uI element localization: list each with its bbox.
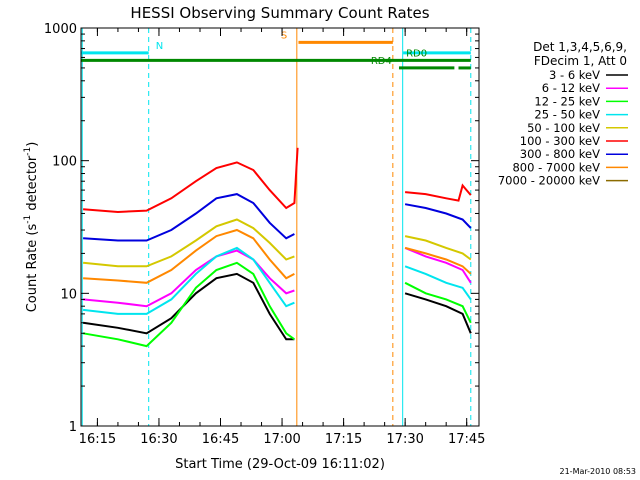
series-6-line-0 <box>83 193 295 242</box>
legend-label-8: 7000 - 20000 keV <box>498 174 600 188</box>
legend-label-5: 100 - 300 keV <box>520 134 600 148</box>
legend-label-7: 800 - 7000 keV <box>512 160 600 174</box>
x-axis-label: Start Time (29-Oct-09 16:11:02) <box>175 457 385 472</box>
x-tick-label-2: 16:45 <box>202 432 239 447</box>
x-tick-label-5: 17:30 <box>386 432 423 447</box>
y-axis-label-sup1: -1 <box>23 215 33 224</box>
x-tick-label-1: 16:30 <box>140 432 177 447</box>
legend-label-4: 50 - 100 keV <box>527 121 600 135</box>
x-tick-label-3: 17:00 <box>263 432 300 447</box>
series-6-line-1 <box>404 203 472 229</box>
series-4-line-0 <box>82 218 295 268</box>
series-3-line-1 <box>404 265 472 300</box>
y-axis: 1 10 100 1000 <box>44 22 479 435</box>
legend-label-1: 6 - 12 keV <box>542 81 600 95</box>
series-0-line-1 <box>404 292 472 334</box>
series-2-line-0 <box>82 261 295 348</box>
chart-title: HESSI Observing Summary Count Rates <box>130 4 429 22</box>
y-axis-label-main: Count Rate (s <box>25 224 40 313</box>
x-tick-label-6: 17:45 <box>448 432 485 447</box>
legend: Det 1,3,4,5,6,9, FDecim 1, Att 0 3 - 6 k… <box>498 40 628 188</box>
y-axis-label: Count Rate (s-1 detector-1) <box>23 142 40 313</box>
flag-n-label: N <box>156 41 163 52</box>
y-tick-label-2: 100 <box>52 155 77 170</box>
y-axis-label-sup2: -1 <box>23 147 33 156</box>
plot-frame <box>80 27 480 427</box>
legend-header-line-2: FDecim 1, Att 0 <box>534 54 627 68</box>
series-2-line-1 <box>404 281 472 324</box>
y-tick-label-0: 1 <box>69 420 77 435</box>
series-5-line-0 <box>83 147 299 214</box>
y-axis-label-mid: detector <box>25 155 40 215</box>
series-7-line-0 <box>83 228 295 284</box>
series-5-line-1 <box>405 183 472 202</box>
footer-date: 21-Mar-2010 08:53 <box>560 467 637 476</box>
series-7-line-1 <box>404 246 472 275</box>
x-axis: 16:15 16:30 16:45 17:00 17:15 17:30 17:45 <box>79 28 485 447</box>
flag-rd4-label: RD4 <box>371 56 392 67</box>
legend-label-2: 12 - 25 keV <box>534 94 600 108</box>
series-1-line-1 <box>404 246 472 284</box>
y-tick-label-1: 10 <box>60 287 77 302</box>
legend-header-line-1: Det 1,3,4,5,6,9, <box>533 40 627 54</box>
series-0-line-0 <box>82 272 295 341</box>
series-4-line-1 <box>404 235 472 261</box>
y-tick-label-3: 1000 <box>44 22 77 37</box>
y-axis-label-end: ) <box>25 142 40 147</box>
x-tick-label-4: 17:15 <box>325 432 362 447</box>
flag-s-label: S <box>281 30 287 41</box>
legend-label-3: 25 - 50 keV <box>534 108 600 122</box>
flag-rd0-label: RD0 <box>406 48 427 59</box>
x-tick-label-0: 16:15 <box>79 432 116 447</box>
legend-label-6: 300 - 800 keV <box>520 147 600 161</box>
plot-area: N S RD0 RD4 <box>81 28 472 426</box>
series-3-line-0 <box>82 246 295 315</box>
legend-label-0: 3 - 6 keV <box>549 68 600 82</box>
